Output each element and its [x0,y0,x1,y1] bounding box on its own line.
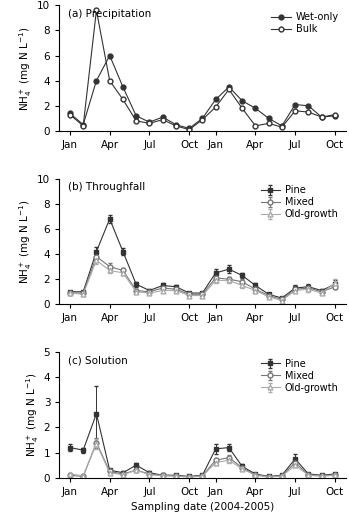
Wet-only [227,84,231,90]
Y-axis label: NH$_4^+$ (mg N L$^{-1}$): NH$_4^+$ (mg N L$^{-1}$) [24,372,41,457]
Wet-only [107,52,112,59]
Bulk [253,123,258,129]
Bulk [320,114,324,120]
Bulk [240,105,244,111]
Line: Wet-only: Wet-only [67,53,337,131]
Bulk [81,123,85,129]
Wet-only [187,125,191,132]
Y-axis label: NH$_4^+$ (mg N L$^{-1}$): NH$_4^+$ (mg N L$^{-1}$) [17,199,35,284]
Bulk [94,7,98,14]
Bulk [161,117,165,123]
Wet-only [121,84,125,90]
Bulk [174,123,178,129]
X-axis label: Sampling date (2004-2005): Sampling date (2004-2005) [131,502,274,512]
Wet-only [293,101,297,108]
Bulk [68,111,72,118]
Legend: Pine, Mixed, Old-growth: Pine, Mixed, Old-growth [259,357,341,395]
Bulk [280,124,284,130]
Bulk [306,109,311,115]
Wet-only [333,113,337,119]
Wet-only [174,121,178,128]
Bulk [227,86,231,92]
Text: (b) Throughfall: (b) Throughfall [68,183,145,193]
Y-axis label: NH$_4^+$ (mg N L$^{-1}$): NH$_4^+$ (mg N L$^{-1}$) [17,26,35,111]
Wet-only [81,121,85,128]
Text: (a) Precipitation: (a) Precipitation [68,9,151,19]
Wet-only [240,98,244,104]
Bulk [214,104,218,110]
Bulk [267,120,271,127]
Wet-only [161,114,165,120]
Wet-only [253,105,258,111]
Bulk [200,117,205,123]
Wet-only [214,97,218,103]
Wet-only [320,114,324,120]
Legend: Wet-only, Bulk: Wet-only, Bulk [269,10,341,36]
Bulk [121,97,125,103]
Text: (c) Solution: (c) Solution [68,356,128,366]
Line: Bulk: Bulk [67,8,337,132]
Wet-only [68,110,72,117]
Wet-only [200,115,205,121]
Legend: Pine, Mixed, Old-growth: Pine, Mixed, Old-growth [259,184,341,222]
Wet-only [306,102,311,109]
Wet-only [267,115,271,121]
Bulk [147,120,151,127]
Wet-only [280,123,284,129]
Wet-only [94,78,98,84]
Bulk [187,127,191,133]
Bulk [293,108,297,114]
Wet-only [134,113,138,119]
Bulk [333,111,337,118]
Bulk [107,78,112,84]
Wet-only [147,119,151,125]
Bulk [134,118,138,124]
